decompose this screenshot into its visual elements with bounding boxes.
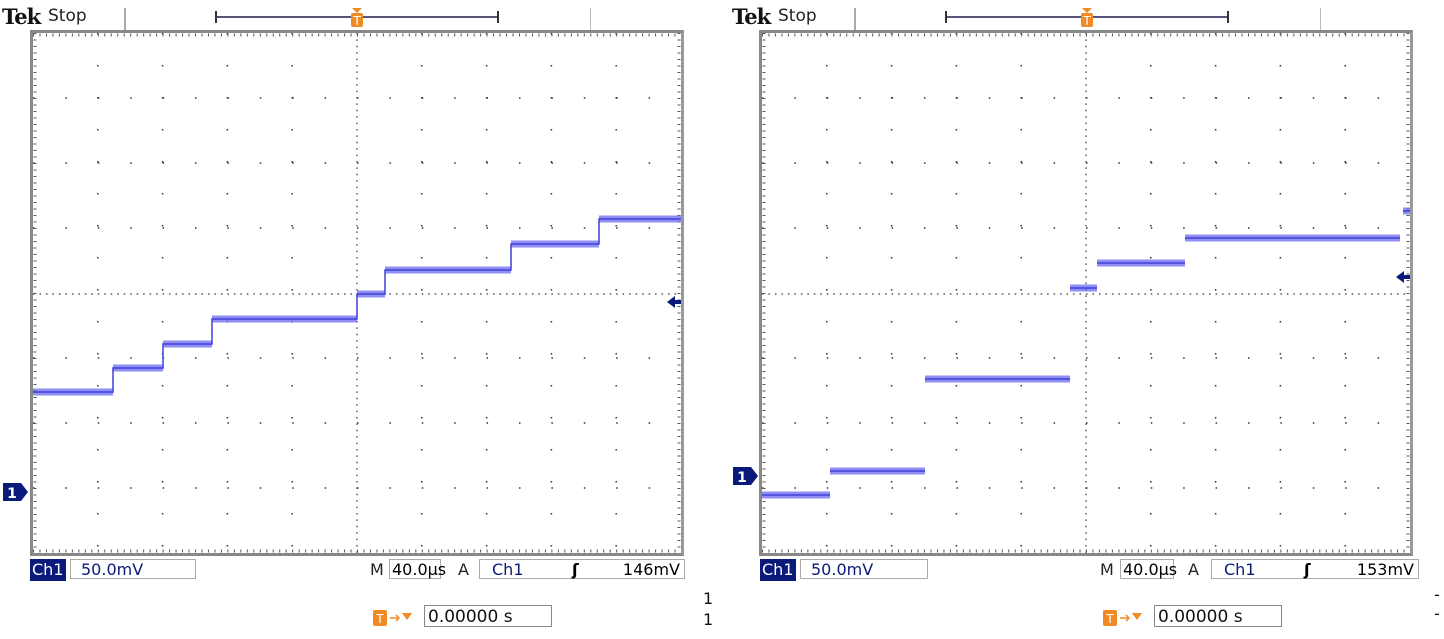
brand-logo: Tek bbox=[732, 4, 771, 29]
edge-label: - bbox=[1434, 585, 1440, 604]
header-divider bbox=[590, 8, 591, 30]
svg-text:T: T bbox=[352, 14, 361, 28]
trigger-level-arrow-icon bbox=[667, 296, 681, 308]
trigger-level-arrow-icon bbox=[1396, 271, 1410, 283]
volts-per-div-readout: 50.0mV bbox=[70, 559, 196, 579]
time-per-div-readout: 40.0µs bbox=[1120, 559, 1177, 579]
trigger-source: Ch1 bbox=[1224, 560, 1256, 579]
trigger-label: A bbox=[458, 560, 469, 579]
grid-lines bbox=[762, 33, 1410, 553]
trigger-level: 153mV bbox=[1356, 560, 1414, 579]
volts-per-div-readout: 50.0mV bbox=[800, 559, 928, 579]
trigger-position-icon: T bbox=[373, 610, 412, 626]
horizontal-position-readout: 0.00000 s bbox=[424, 605, 552, 627]
svg-text:T: T bbox=[1082, 14, 1091, 28]
channel-badge[interactable]: Ch1 bbox=[30, 559, 66, 581]
waveform-graticule[interactable] bbox=[30, 30, 684, 556]
ch1-ground-marker[interactable]: 1 bbox=[733, 466, 759, 486]
trigger-source: Ch1 bbox=[492, 560, 524, 579]
time-per-div-readout: 40.0µs bbox=[389, 559, 446, 579]
rising-edge-icon: ʃ bbox=[572, 560, 579, 579]
header-divider bbox=[1320, 8, 1321, 30]
edge-label: - bbox=[1434, 604, 1440, 623]
svg-text:1: 1 bbox=[7, 486, 17, 502]
svg-text:1: 1 bbox=[737, 470, 747, 486]
scope-left: Tek Stop T T bbox=[0, 0, 720, 639]
header-divider bbox=[854, 8, 856, 30]
trigger-level: 146mV bbox=[622, 560, 680, 579]
header-divider bbox=[124, 8, 126, 30]
brand-logo: Tek bbox=[2, 4, 41, 29]
rising-edge-icon: ʃ bbox=[1304, 560, 1311, 579]
scope-right: Tek Stop T T 1 Ch1 50.0mV M 40.0µs A bbox=[730, 0, 1444, 639]
acquisition-state: Stop bbox=[48, 6, 87, 26]
trigger-position-icon: T bbox=[351, 8, 363, 28]
edge-label: 1 bbox=[703, 589, 714, 608]
trigger-label: A bbox=[1188, 560, 1199, 579]
horizontal-label: M bbox=[1100, 560, 1114, 579]
acquisition-state: Stop bbox=[778, 6, 817, 26]
ch1-ground-marker[interactable]: 1 bbox=[3, 482, 29, 502]
trigger-readout: Ch1 ʃ 153mV bbox=[1211, 559, 1419, 579]
trigger-position-icon: T bbox=[1103, 610, 1142, 626]
horizontal-label: M bbox=[370, 560, 384, 579]
svg-text:T: T bbox=[1105, 612, 1114, 626]
waveform-graticule[interactable] bbox=[759, 30, 1413, 556]
edge-label: 1 bbox=[703, 610, 714, 629]
trigger-position-icon: T bbox=[1081, 8, 1093, 28]
horizontal-position-readout: 0.00000 s bbox=[1154, 605, 1282, 627]
svg-text:T: T bbox=[375, 612, 384, 626]
channel-badge[interactable]: Ch1 bbox=[760, 559, 796, 581]
trigger-readout: Ch1 ʃ 146mV bbox=[479, 559, 685, 579]
